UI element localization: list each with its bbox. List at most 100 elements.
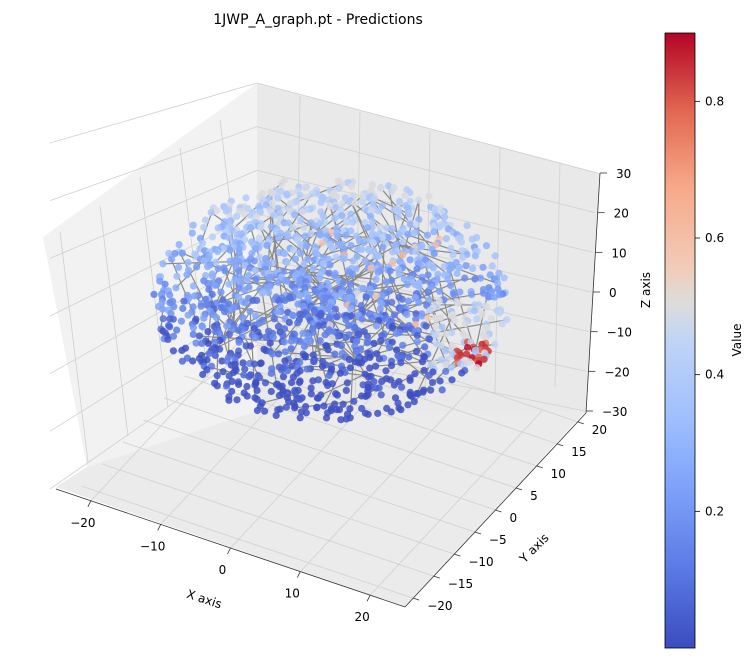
graph-node [239, 314, 247, 322]
graph-node [294, 319, 302, 327]
graph-node [243, 276, 251, 284]
graph-node [331, 350, 339, 358]
graph-node [243, 392, 251, 400]
wall-grid-h [256, 126, 596, 214]
graph-node [190, 292, 199, 300]
colorbar-tick-label: 0.4 [705, 368, 724, 382]
graph-node [473, 364, 481, 372]
graph-node [442, 367, 450, 375]
graph-node [377, 337, 385, 345]
graph-node [397, 406, 405, 414]
graph-node [319, 212, 327, 220]
graph-node [280, 250, 289, 258]
graph-node [378, 377, 386, 385]
graph-node [252, 334, 260, 342]
graph-node [296, 291, 304, 300]
graph-node [265, 274, 273, 282]
y-axis-ticks: −20 −15 −10 −505 10 15 20 [413, 421, 607, 613]
z-tick-label: 30 [616, 167, 631, 181]
graph-node [183, 271, 191, 279]
x-tick-label: 10 [285, 587, 300, 601]
graph-node [347, 182, 356, 190]
graph-node [307, 229, 315, 237]
graph-node [375, 355, 383, 363]
graph-node [274, 406, 282, 414]
graph-node [476, 274, 485, 282]
graph-node [313, 404, 321, 412]
graph-node [201, 216, 210, 224]
floor-grid-y [225, 331, 558, 445]
graph-node [418, 243, 426, 251]
graph-node [241, 365, 249, 373]
graph-node [406, 197, 414, 205]
graph-node [395, 231, 403, 239]
z-tick-label: −10 [607, 326, 632, 340]
graph-node [498, 320, 506, 328]
graph-node [172, 284, 180, 292]
graph-node [258, 289, 266, 297]
graph-node [343, 379, 351, 387]
graph-node [367, 264, 375, 272]
z-tick-label: 0 [609, 286, 617, 300]
graph-node [269, 333, 277, 341]
graph-node [171, 249, 179, 258]
graph-node [333, 232, 342, 240]
graph-node [350, 397, 358, 405]
graph-node [338, 200, 346, 208]
graph-node [399, 238, 407, 246]
graph-node [184, 311, 192, 319]
graph-node [213, 372, 221, 380]
graph-node [372, 275, 380, 283]
graph-node [189, 221, 197, 229]
graph-node [318, 239, 326, 247]
graph-node [250, 257, 258, 265]
graph-node [393, 346, 401, 354]
graph-node [159, 305, 167, 313]
graph-node [164, 335, 172, 343]
graph-node [495, 309, 503, 317]
graph-node [494, 280, 502, 288]
wall-grid-h [49, 126, 258, 202]
graph-node [436, 223, 444, 231]
graph-node [366, 285, 374, 293]
graph-node [459, 253, 467, 261]
graph-node [222, 382, 231, 390]
graph-node [447, 363, 455, 371]
graph-node [198, 339, 206, 347]
graph-node [405, 210, 413, 219]
graph-node [377, 184, 385, 192]
graph-node [337, 206, 345, 214]
graph-node [247, 224, 255, 232]
graph-node [289, 312, 297, 320]
graph-node [342, 386, 350, 394]
graph-node [289, 373, 297, 381]
graph-node [233, 212, 241, 220]
graph-node [446, 265, 454, 273]
graph-node [438, 323, 446, 331]
graph-node [387, 408, 395, 416]
graph-node [297, 241, 305, 249]
chart-title: 1JWP_A_graph.pt - Predictions [213, 12, 423, 28]
graph-node [395, 207, 403, 215]
graph-node [166, 323, 174, 331]
graph-node [280, 338, 288, 346]
graph-node [315, 322, 323, 330]
graph-node [364, 410, 372, 418]
graph-node [301, 184, 309, 192]
wall-grid-h [256, 82, 598, 174]
graph-node [159, 260, 167, 268]
graph-node [442, 330, 450, 338]
graph-node [424, 314, 432, 322]
y-tick-label: 0 [510, 511, 518, 525]
graph-node [328, 244, 336, 253]
graph-node [246, 264, 254, 272]
graph-node [415, 298, 423, 306]
graph-node [334, 241, 342, 249]
graph-node [228, 387, 236, 395]
graph-node [355, 359, 363, 367]
graph-node [266, 339, 274, 347]
graph-node [204, 339, 212, 347]
x-tick-mark [227, 547, 231, 555]
graph-node [159, 315, 167, 323]
